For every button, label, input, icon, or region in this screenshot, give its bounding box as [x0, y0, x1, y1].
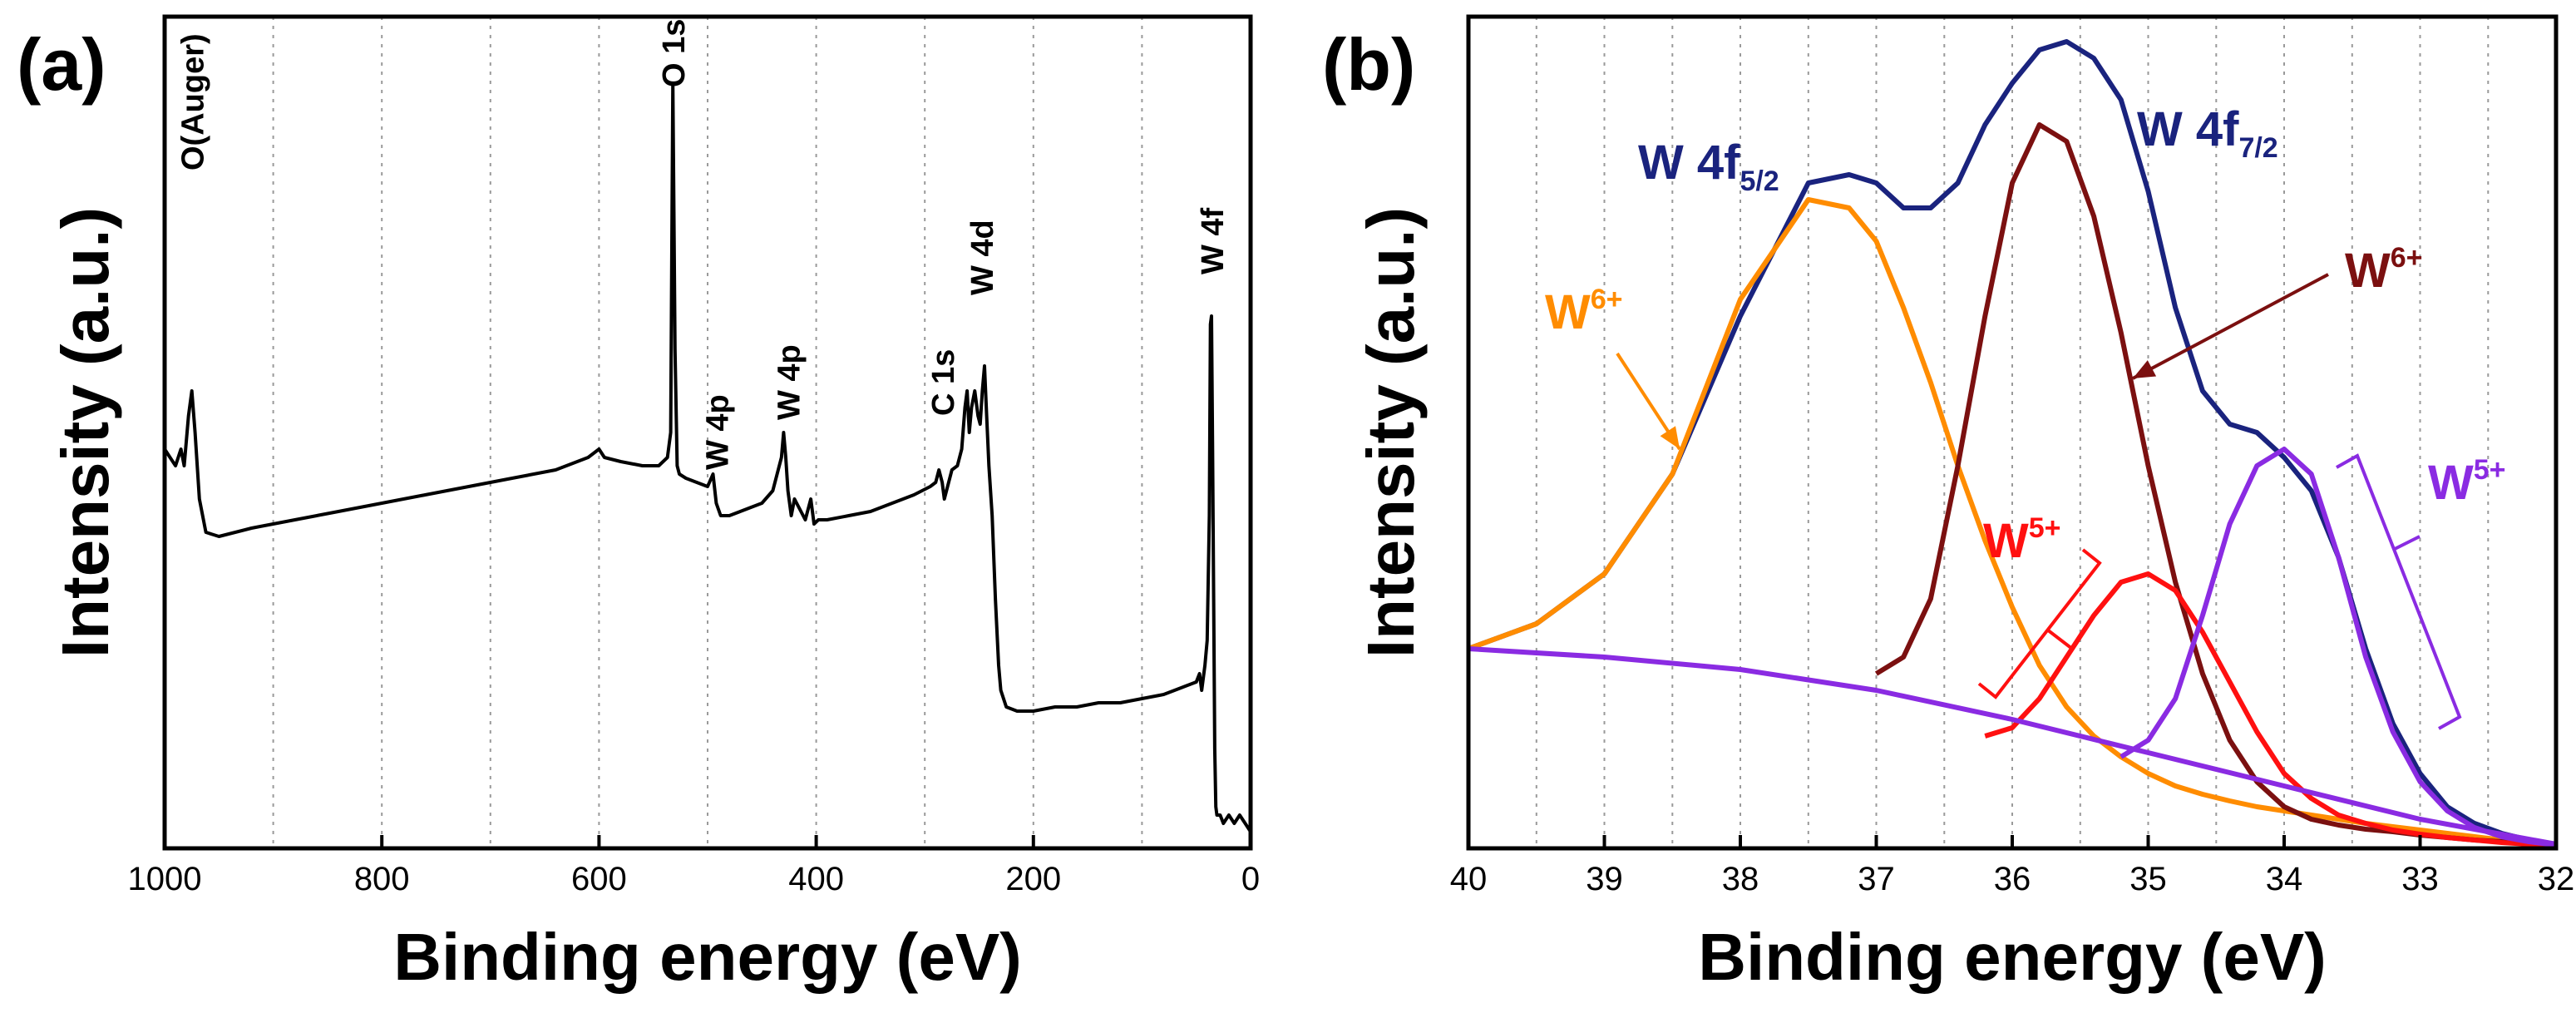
- x-tick-label: 400: [788, 861, 844, 897]
- component-label-superscript: 5+: [2029, 512, 2061, 544]
- peak-label: W 4d: [965, 220, 1000, 295]
- peak-label: O(Auger): [176, 33, 211, 170]
- panel-b-curves: [1467, 39, 2557, 848]
- x-tick-label: 800: [354, 861, 410, 897]
- peak-label: W 4p: [772, 344, 807, 420]
- component-label-text: W: [1545, 285, 1591, 339]
- peak-label: W 4f: [1196, 207, 1231, 274]
- panel-a-survey-spectrum: (a) 1000 800 600 400 200 0 O(Auger) O 1s W 4p W …: [17, 14, 1260, 994]
- x-tick-label: 37: [1858, 861, 1895, 897]
- series-baseline: [1468, 646, 2557, 847]
- component-label: W5+: [2428, 454, 2506, 510]
- x-tick-label: 38: [1722, 861, 1759, 897]
- component-label-text: W: [2428, 456, 2474, 510]
- bracket-w5plus-4f72: [1977, 548, 2102, 699]
- panel-b-x-ticks: 40 39 38 37 36 35 34 33 32: [1450, 835, 2575, 897]
- x-tick-label: 36: [1994, 861, 2031, 897]
- component-label: W 4f7/2: [2137, 102, 2278, 164]
- x-tick-label: 0: [1241, 861, 1260, 897]
- panel-b-y-axis-title: Intensity (a.u.): [1354, 207, 1428, 658]
- panel-a-y-axis-title: Intensity (a.u.): [48, 207, 122, 658]
- component-label: W6+: [2345, 242, 2423, 298]
- panel-a-plot-frame: [162, 14, 1253, 851]
- peak-label: O 1s: [657, 19, 692, 87]
- component-label: W6+: [1545, 284, 1623, 339]
- x-tick-label: 39: [1586, 861, 1623, 897]
- x-tick-label: 33: [2401, 861, 2439, 897]
- bracket-w5plus-4f52: [2336, 453, 2462, 730]
- peak-label: W 4p: [700, 394, 735, 470]
- x-tick-label: 1000: [128, 861, 202, 897]
- component-label-superscript: 5+: [2474, 454, 2506, 486]
- series-survey: [163, 82, 1252, 833]
- x-tick-label: 32: [2538, 861, 2575, 897]
- component-label-text: W: [2345, 244, 2391, 298]
- panel-b-label: (b): [1322, 23, 1415, 106]
- component-label-text: W 4f: [2137, 102, 2239, 156]
- component-label-subscript: 5/2: [1740, 166, 1779, 197]
- series-w-4f7-2-w5: [1984, 571, 2557, 848]
- x-tick-label: 200: [1005, 861, 1061, 897]
- panel-b-x-axis-title: Binding energy (eV): [1698, 920, 2327, 994]
- arrow-w6plus-4f52: [1616, 352, 1681, 451]
- x-tick-label: 34: [2266, 861, 2303, 897]
- panel-a-x-axis-title: Binding energy (eV): [393, 920, 1022, 994]
- panel-a-curves: [163, 82, 1252, 833]
- x-tick-label: 600: [571, 861, 627, 897]
- peak-label: C 1s: [926, 349, 961, 416]
- panel-a-x-ticks: 1000 800 600 400 200 0: [128, 835, 1260, 897]
- panel-b-w4f-spectrum: (b) 40 39 38 37 36 35 34 33 32 W 4f5/2W 4f7/2W6+…: [1322, 14, 2575, 994]
- panel-b-component-annotations: W 4f5/2W 4f7/2W6+W6+W5+W5+: [1545, 102, 2506, 730]
- component-label-text: W 4f: [1638, 136, 1740, 190]
- component-label: W5+: [1983, 512, 2061, 568]
- component-label-superscript: 6+: [1591, 284, 1623, 315]
- arrow-w6plus-4f72: [2132, 273, 2329, 380]
- component-label-subscript: 7/2: [2238, 132, 2277, 164]
- x-tick-label: 35: [2129, 861, 2167, 897]
- component-label: W 4f5/2: [1638, 136, 1779, 197]
- panel-a-label: (a): [17, 23, 106, 106]
- series-envelope: [1467, 39, 2557, 847]
- component-label-text: W: [1983, 514, 2029, 568]
- component-label-superscript: 6+: [2391, 242, 2423, 274]
- series-w-4f5-2-w5: [2120, 447, 2557, 848]
- panel-a-peak-annotations: O(Auger) O 1s W 4p W 4p C 1s W 4d W 4f: [176, 19, 1231, 470]
- x-tick-label: 40: [1450, 861, 1488, 897]
